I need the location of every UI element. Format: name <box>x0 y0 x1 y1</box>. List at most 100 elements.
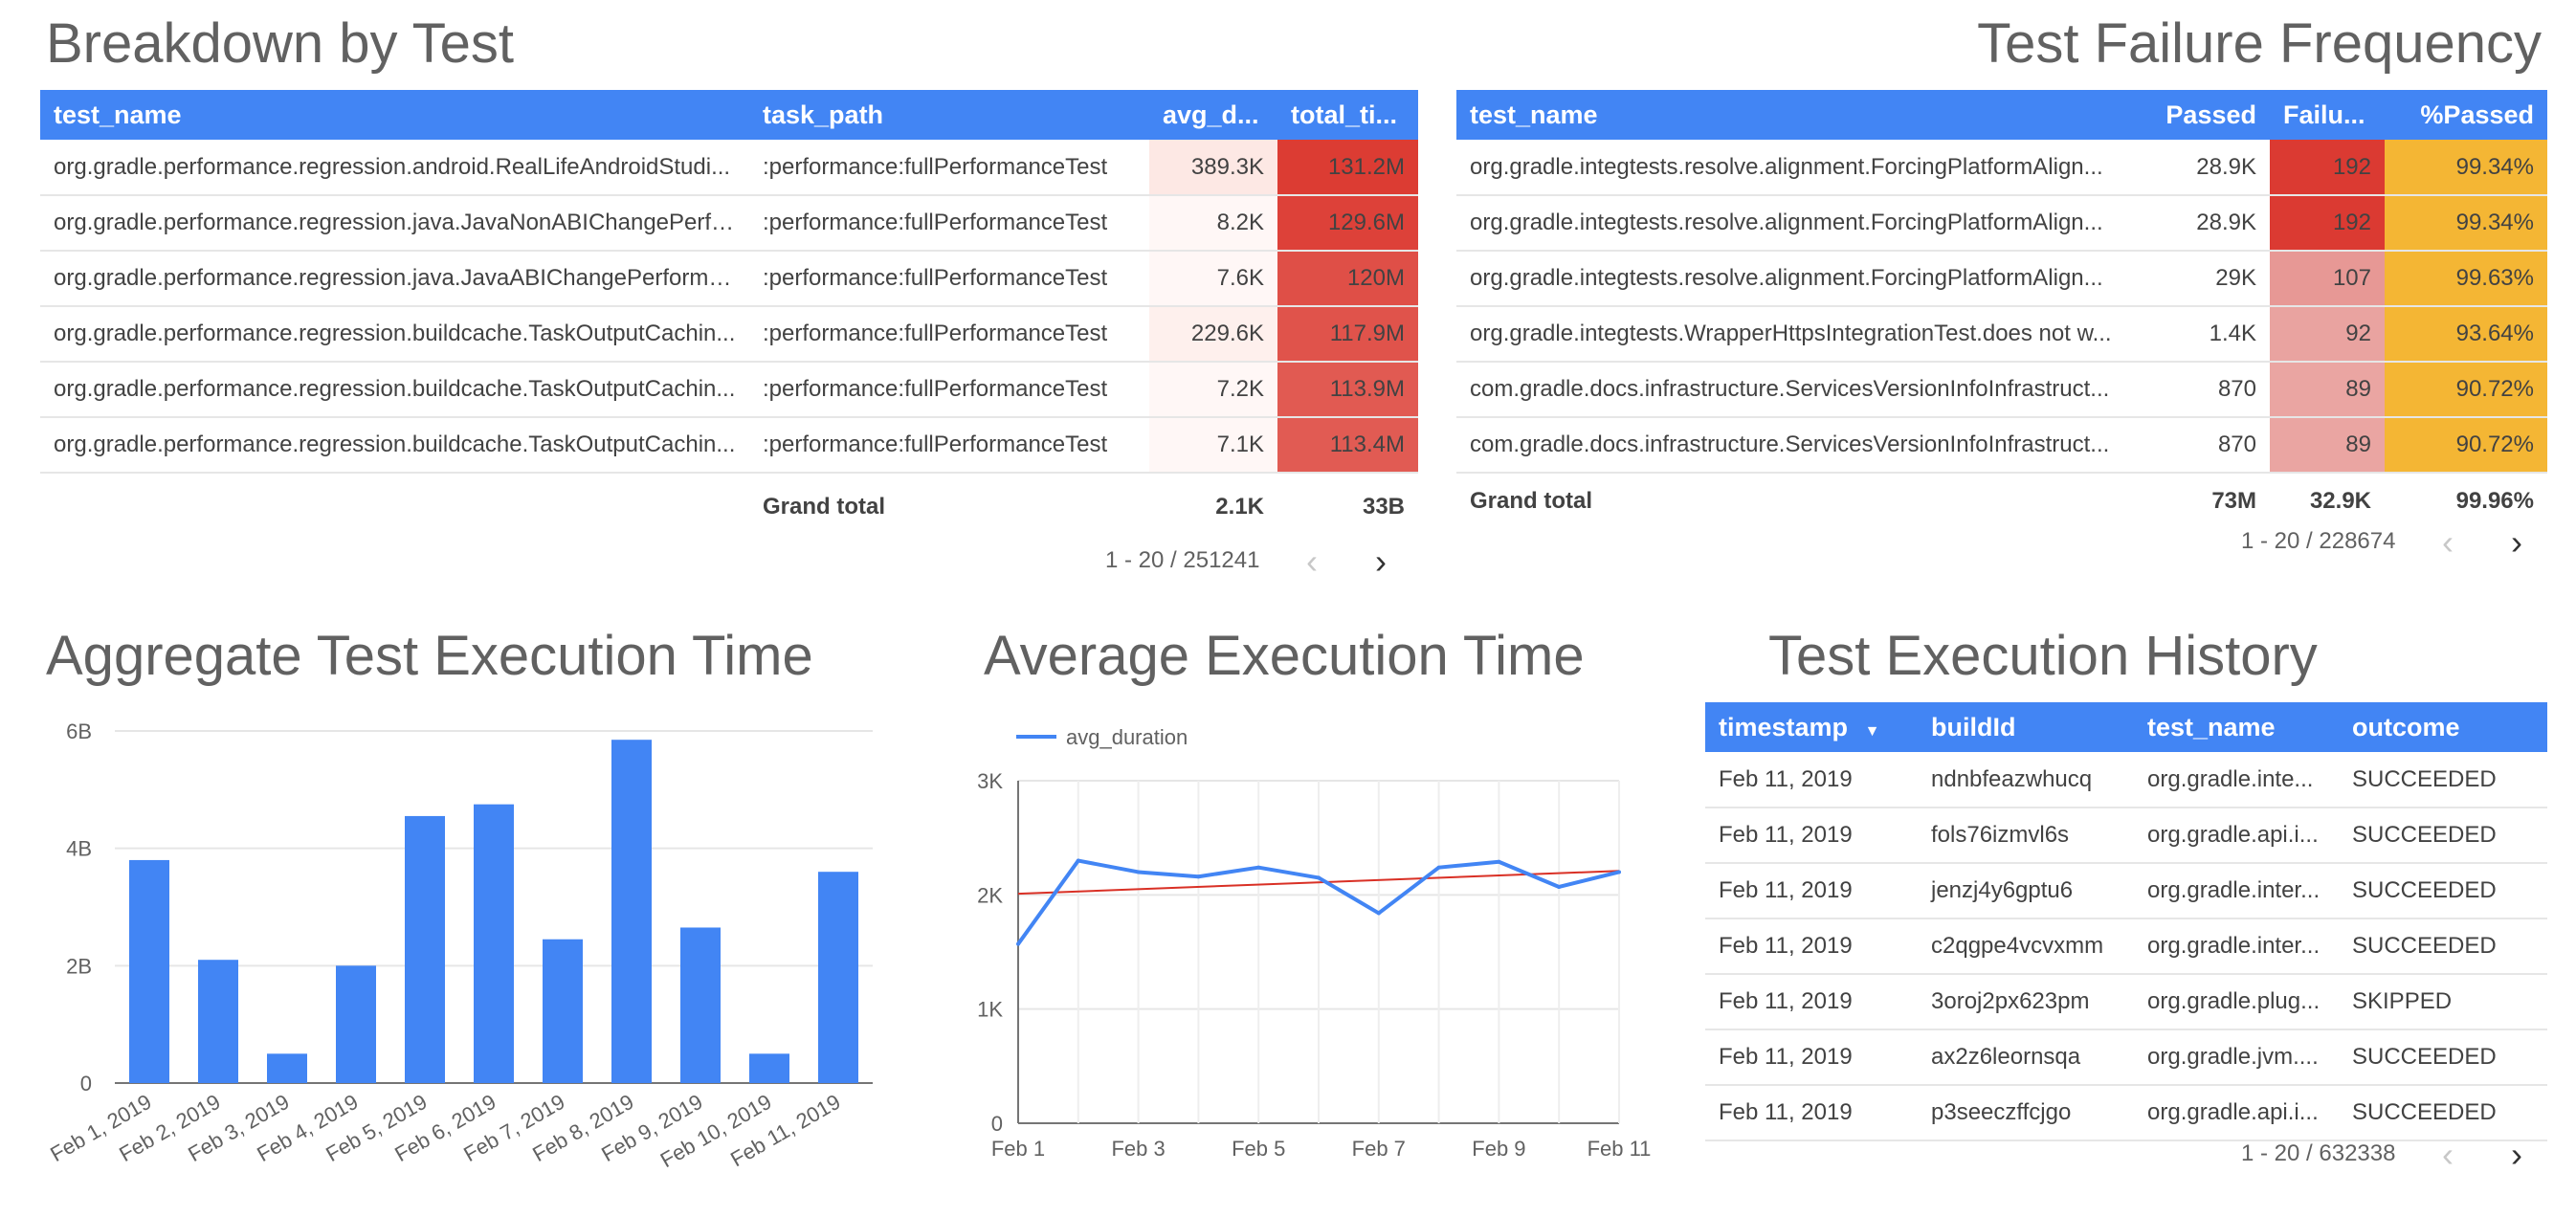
table-row[interactable]: Feb 11, 2019 ax2z6leornsqa org.gradle.jvm.… <box>1705 1029 2547 1086</box>
timestamp-cell: Feb 11, 2019 <box>1705 1085 1918 1141</box>
table-row[interactable]: org.gradle.performance.regression.java.J… <box>40 195 1418 252</box>
failures-col-passed[interactable]: Passed <box>2152 90 2270 140</box>
outcome-cell: SUCCEEDED <box>2339 752 2547 808</box>
bar <box>336 965 376 1083</box>
build-id-cell: ax2z6leornsqa <box>1918 1029 2134 1086</box>
table-row[interactable]: Feb 11, 2019 jenzj4y6gptu6 org.gradle.inte… <box>1705 863 2547 919</box>
breakdown-title: Breakdown by Test <box>46 12 514 75</box>
breakdown-col-avg-duration[interactable]: avg_d... <box>1149 90 1277 140</box>
bar <box>267 1053 307 1083</box>
timestamp-cell: Feb 11, 2019 <box>1705 1029 1918 1086</box>
task-path-cell: :performance:fullPerformanceTest <box>749 417 1149 474</box>
failures-col-pct-passed[interactable]: %Passed <box>2385 90 2547 140</box>
table-row[interactable]: Feb 11, 2019 fols76izmvl6s org.gradle.api.… <box>1705 808 2547 864</box>
table-row[interactable]: Feb 11, 2019 p3seeczffcjgo org.gradle.api.… <box>1705 1085 2547 1141</box>
failures-cell: 192 <box>2270 195 2385 252</box>
failures-cell: 89 <box>2270 362 2385 418</box>
history-col-test-name[interactable]: test_name <box>2134 702 2339 752</box>
task-path-cell: :performance:fullPerformanceTest <box>749 362 1149 418</box>
failures-col-failures[interactable]: Failu... <box>2270 90 2385 140</box>
failures-cell: 107 <box>2270 251 2385 307</box>
pct-passed-cell: 90.72% <box>2385 362 2547 418</box>
table-row[interactable]: org.gradle.integtests.resolve.alignment.… <box>1456 195 2547 252</box>
table-row[interactable]: org.gradle.performance.regression.buildc… <box>40 306 1418 363</box>
history-next-page-icon[interactable]: › <box>2511 1135 2522 1174</box>
history-prev-page-icon[interactable]: ‹ <box>2442 1135 2454 1174</box>
build-id-cell: c2qgpe4vcvxmm <box>1918 918 2134 975</box>
table-row[interactable]: org.gradle.performance.regression.buildc… <box>40 362 1418 418</box>
breakdown-table: test_name task_path avg_d... total_ti...… <box>40 90 1418 540</box>
data-point <box>1617 870 1621 874</box>
task-path-cell: :performance:fullPerformanceTest <box>749 306 1149 363</box>
grand-total-row: Grand total 73M 32.9K 99.96% <box>1456 473 2547 528</box>
table-row[interactable]: org.gradle.integtests.resolve.alignment.… <box>1456 140 2547 196</box>
build-id-cell: jenzj4y6gptu6 <box>1918 863 2134 919</box>
passed-cell: 28.9K <box>2152 140 2270 196</box>
data-point <box>1256 865 1261 870</box>
avg-duration-cell: 7.1K <box>1149 417 1277 474</box>
test-name-cell: org.gradle.performance.regression.androi… <box>40 140 749 196</box>
x-tick-label: Feb 1 <box>991 1137 1045 1161</box>
data-point <box>1196 874 1201 879</box>
bar <box>611 740 652 1083</box>
build-id-cell: fols76izmvl6s <box>1918 808 2134 864</box>
x-tick-label: Feb 5 <box>1232 1137 1285 1161</box>
x-tick-label: Feb 11 <box>1588 1137 1652 1161</box>
breakdown-col-task-path[interactable]: task_path <box>749 90 1149 140</box>
breakdown-col-total-time[interactable]: total_ti... <box>1277 90 1418 140</box>
timestamp-cell: Feb 11, 2019 <box>1705 974 1918 1030</box>
test-name-cell: org.gradle.performance.regression.buildc… <box>40 306 749 363</box>
build-id-cell: 3oroj2px623pm <box>1918 974 2134 1030</box>
test-name-cell: com.gradle.docs.infrastructure.ServicesV… <box>1456 417 2152 474</box>
table-row[interactable]: com.gradle.docs.infrastructure.ServicesV… <box>1456 362 2547 418</box>
failures-col-test-name[interactable]: test_name <box>1456 90 2152 140</box>
outcome-cell: SUCCEEDED <box>2339 918 2547 975</box>
history-col-outcome[interactable]: outcome <box>2339 702 2547 752</box>
table-row[interactable]: org.gradle.performance.regression.java.J… <box>40 251 1418 307</box>
table-row[interactable]: Feb 11, 2019 c2qgpe4vcvxmm org.gradle.inte… <box>1705 918 2547 975</box>
grand-total-row: Grand total 2.1K 33B <box>40 473 1418 540</box>
failures-title: Test Failure Frequency <box>1977 12 2542 75</box>
data-point <box>1136 870 1141 874</box>
history-col-build-id[interactable]: buildId <box>1918 702 2134 752</box>
grand-total-label: Grand total <box>763 493 886 520</box>
failures-prev-page-icon[interactable]: ‹ <box>2442 522 2454 562</box>
bar <box>198 960 238 1083</box>
history-title: Test Execution History <box>1768 625 2318 687</box>
table-row[interactable]: org.gradle.integtests.WrapperHttpsIntegr… <box>1456 306 2547 363</box>
breakdown-col-test-name[interactable]: test_name <box>40 90 749 140</box>
breakdown-prev-page-icon[interactable]: ‹ <box>1306 542 1318 581</box>
table-row[interactable]: org.gradle.integtests.resolve.alignment.… <box>1456 251 2547 307</box>
table-row[interactable]: Feb 11, 2019 ndnbfeazwhucq org.gradle.inte… <box>1705 752 2547 808</box>
total-time-cell: 120M <box>1277 251 1418 307</box>
test-name-cell: org.gradle.inter... <box>2134 863 2339 919</box>
sort-descending-icon[interactable]: ▼ <box>1864 722 1880 740</box>
legend-label: avg_duration <box>1066 725 1188 749</box>
passed-cell: 29K <box>2152 251 2270 307</box>
breakdown-next-page-icon[interactable]: › <box>1375 542 1387 581</box>
passed-cell: 1.4K <box>2152 306 2270 363</box>
failures-next-page-icon[interactable]: › <box>2511 522 2522 562</box>
test-name-cell: org.gradle.integtests.resolve.alignment.… <box>1456 251 2152 307</box>
table-row[interactable]: Feb 11, 2019 3oroj2px623pm org.gradle.plug… <box>1705 974 2547 1030</box>
build-id-cell: p3seeczffcjgo <box>1918 1085 2134 1141</box>
table-row[interactable]: org.gradle.performance.regression.androi… <box>40 140 1418 196</box>
y-tick-label: 3K <box>977 769 1003 793</box>
table-row[interactable]: org.gradle.performance.regression.buildc… <box>40 417 1418 474</box>
test-name-cell: org.gradle.integtests.WrapperHttpsIntegr… <box>1456 306 2152 363</box>
test-name-cell: org.gradle.performance.regression.buildc… <box>40 417 749 474</box>
test-name-cell: org.gradle.performance.regression.java.J… <box>40 251 749 307</box>
total-time-cell: 117.9M <box>1277 306 1418 363</box>
avg-duration-cell: 389.3K <box>1149 140 1277 196</box>
table-row[interactable]: com.gradle.docs.infrastructure.ServicesV… <box>1456 417 2547 474</box>
timestamp-cell: Feb 11, 2019 <box>1705 808 1918 864</box>
test-name-cell: org.gradle.jvm.... <box>2134 1029 2339 1086</box>
timestamp-cell: Feb 11, 2019 <box>1705 752 1918 808</box>
x-tick-label: Feb 9 <box>1472 1137 1525 1161</box>
history-pager-label: 1 - 20 / 632338 <box>2241 1140 2396 1166</box>
history-col-timestamp[interactable]: timestamp ▼ <box>1705 702 1918 752</box>
total-time-cell: 131.2M <box>1277 140 1418 196</box>
test-name-cell: org.gradle.performance.regression.buildc… <box>40 362 749 418</box>
average-title: Average Execution Time <box>984 625 1585 687</box>
breakdown-pager-label: 1 - 20 / 251241 <box>1105 547 1260 573</box>
